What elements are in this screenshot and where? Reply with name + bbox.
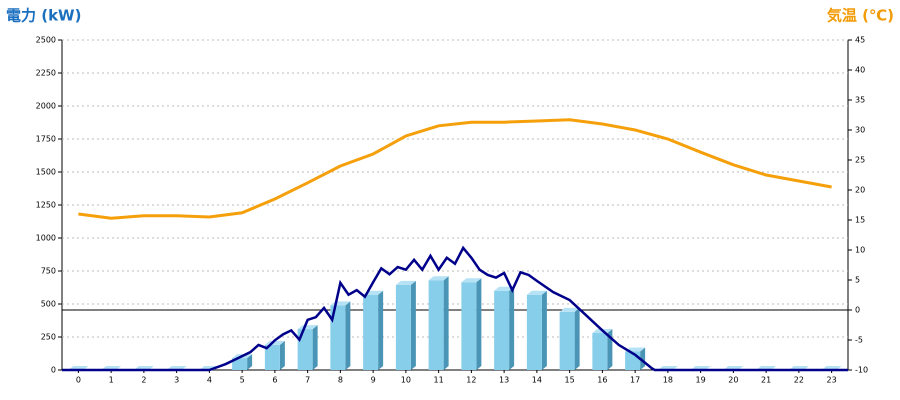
x-tick-label: 21 — [761, 376, 771, 385]
y2-tick-label: 10 — [855, 246, 865, 255]
bar-side — [378, 290, 384, 370]
x-tick-label: 18 — [663, 376, 673, 385]
x-tick-label: 0 — [76, 376, 81, 385]
y-tick-label: 2250 — [36, 69, 56, 78]
y-tick-label: 0 — [51, 366, 56, 375]
bar-top — [494, 286, 515, 291]
y2-tick-label: -10 — [855, 366, 868, 375]
y-tick-label: 500 — [41, 300, 56, 309]
x-tick-label: 12 — [466, 376, 476, 385]
x-tick-label: 6 — [272, 376, 277, 385]
bar-side — [279, 340, 285, 370]
x-tick-label: 13 — [499, 376, 509, 385]
y2-tick-label: 0 — [855, 306, 860, 315]
bar — [428, 280, 444, 370]
bar-top — [297, 325, 318, 330]
bar-top — [526, 290, 547, 295]
y-tick-label: 250 — [41, 333, 56, 342]
x-tick-label: 1 — [109, 376, 114, 385]
bar — [395, 284, 411, 370]
y2-tick-label: 30 — [855, 126, 865, 135]
x-tick-label: 20 — [728, 376, 738, 385]
bar-side — [509, 286, 515, 370]
bar-top — [559, 307, 580, 312]
x-tick-label: 3 — [174, 376, 179, 385]
bar — [264, 344, 280, 370]
line — [78, 118, 832, 220]
x-tick-label: 10 — [401, 376, 411, 385]
x-tick-label: 19 — [696, 376, 706, 385]
bar-side — [574, 307, 580, 370]
x-tick-label: 16 — [597, 376, 607, 385]
bar-top — [395, 280, 416, 285]
bar — [330, 305, 346, 370]
y2-tick-label: 45 — [855, 36, 865, 45]
bar — [232, 358, 248, 370]
y2-tick-label: 25 — [855, 156, 865, 165]
bar — [526, 294, 542, 370]
y-tick-label: 1000 — [36, 234, 56, 243]
bar — [363, 294, 379, 370]
bar-side — [443, 276, 449, 370]
x-tick-label: 7 — [305, 376, 310, 385]
y2-tick-label: 5 — [855, 276, 860, 285]
bar-side — [640, 347, 646, 370]
y-axis-title: 電力 (kW) — [6, 7, 81, 25]
bar-side — [312, 325, 318, 370]
bar-side — [541, 290, 547, 370]
x-tick-label: 5 — [240, 376, 245, 385]
bar — [592, 333, 608, 370]
y-tick-label: 1500 — [36, 168, 56, 177]
x-tick-label: 8 — [338, 376, 343, 385]
y2-tick-label: 35 — [855, 96, 865, 105]
x-tick-label: 14 — [532, 376, 542, 385]
y2-tick-label: -5 — [855, 336, 863, 345]
bar — [297, 329, 313, 370]
bar-side — [410, 280, 416, 370]
bar-side — [476, 278, 482, 370]
bar-side — [247, 354, 253, 370]
y2-axis-title: 気温 (℃) — [827, 7, 894, 25]
x-tick-label: 11 — [434, 376, 444, 385]
x-tick-label: 2 — [141, 376, 146, 385]
y2-tick-label: 20 — [855, 186, 865, 195]
x-tick-label: 17 — [630, 376, 640, 385]
bar — [461, 282, 477, 370]
y-tick-label: 2000 — [36, 102, 56, 111]
x-tick-label: 22 — [794, 376, 804, 385]
bar — [559, 311, 575, 370]
y-tick-label: 2500 — [36, 36, 56, 45]
line — [62, 245, 848, 372]
x-tick-label: 4 — [207, 376, 212, 385]
y-tick-label: 1250 — [36, 201, 56, 210]
bar-top — [428, 276, 449, 281]
y2-tick-label: 40 — [855, 66, 865, 75]
y-tick-label: 750 — [41, 267, 56, 276]
y-tick-label: 1750 — [36, 135, 56, 144]
x-tick-label: 15 — [565, 376, 575, 385]
bar-top — [461, 278, 482, 283]
x-tick-label: 23 — [827, 376, 837, 385]
y2-tick-label: 15 — [855, 216, 865, 225]
x-tick-label: 9 — [371, 376, 376, 385]
bar — [494, 290, 510, 370]
bar-side — [345, 301, 351, 370]
